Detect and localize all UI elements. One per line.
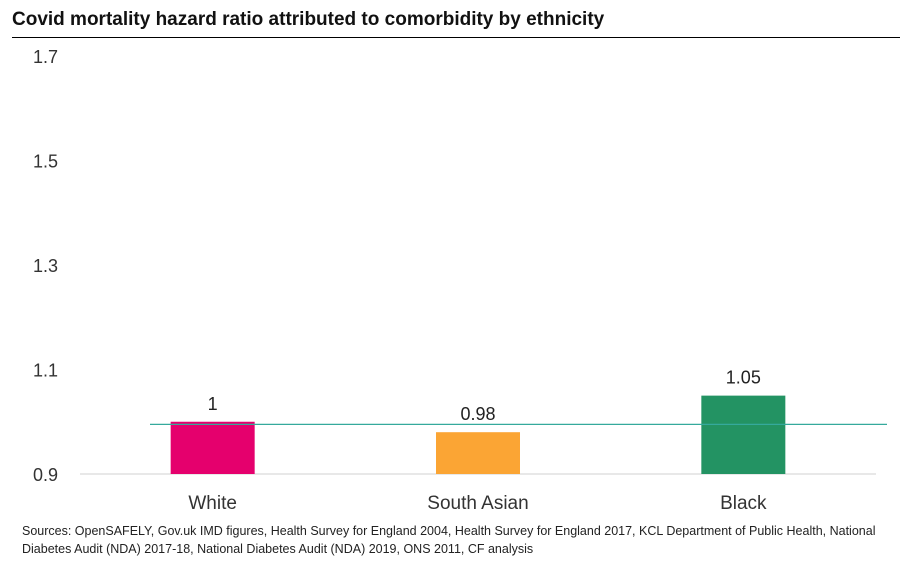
y-tick-label: 1.5 — [33, 152, 58, 172]
source-note: Sources: OpenSAFELY, Gov.uk IMD figures,… — [22, 524, 876, 556]
bar — [701, 395, 786, 474]
data-label: 1 — [208, 394, 218, 414]
y-tick-label: 1.1 — [33, 361, 58, 381]
title-divider — [12, 37, 900, 38]
chart-title: Covid mortality hazard ratio attributed … — [12, 9, 605, 30]
x-tick-label: White — [188, 493, 237, 514]
bar — [170, 421, 255, 474]
y-tick-label: 1.7 — [33, 47, 58, 67]
x-tick-label: Black — [720, 493, 767, 514]
y-tick-label: 1.3 — [33, 256, 58, 276]
y-tick-label: 0.9 — [33, 465, 58, 485]
data-label: 0.98 — [460, 404, 495, 424]
bar — [436, 432, 520, 474]
bar-chart: 0.9 1.1 1.3 1.5 1.7 1 White 0.98 South Asian 1.05… — [33, 47, 887, 514]
x-tick-label: South Asian — [427, 493, 528, 514]
data-label: 1.05 — [726, 368, 761, 388]
